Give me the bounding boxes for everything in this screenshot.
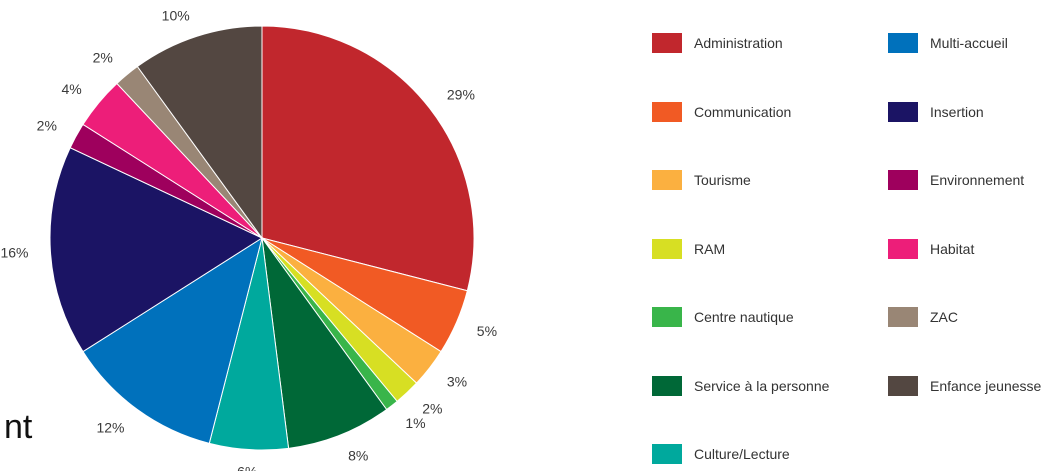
legend-item-environnement: Environnement [888, 170, 1024, 190]
legend-item-ram: RAM [652, 238, 726, 259]
slice-label-enfance-jeunesse: 10% [162, 8, 190, 24]
slice-label-zac: 2% [93, 50, 113, 66]
legend-label: Multi-accueil [930, 35, 1008, 51]
legend-swatch [652, 101, 682, 122]
pie-slice-enfance-jeunesse [136, 25, 263, 240]
slice-label-centre-nautique: 1% [405, 415, 425, 431]
cut-off-text-fragment: nt [4, 408, 33, 446]
legend-swatch [652, 375, 682, 396]
legend-swatch [888, 33, 918, 53]
legend-swatch [652, 444, 682, 464]
legend-swatch [652, 307, 682, 327]
legend-item-multi-accueil: Multi-accueil [888, 33, 1008, 53]
legend-swatch [652, 33, 682, 53]
legend-item-administration: Administration [652, 33, 783, 53]
legend-label: Insertion [930, 103, 984, 120]
slice-label-communication: 5% [477, 323, 497, 339]
chart-legend: Administration Communication Tourisme RAM Ce… [652, 0, 1056, 471]
legend-label: Habitat [930, 240, 975, 257]
legend-item-tourisme: Tourisme [652, 170, 751, 190]
slice-label-ram: 2% [422, 401, 442, 417]
legend-label: Enfance jeunesse [930, 377, 1042, 394]
legend-label: RAM [694, 240, 726, 257]
legend-item-zac: ZAC [888, 307, 958, 327]
pie-slice-insertion [49, 147, 264, 353]
slice-label-environnement: 2% [37, 117, 57, 133]
pie-slice-administration [261, 25, 475, 292]
legend-swatch [652, 170, 682, 190]
legend-item-habitat: Habitat [888, 238, 975, 259]
legend-label: Centre nautique [694, 309, 794, 325]
slice-label-habitat: 4% [61, 81, 81, 97]
legend-swatch [652, 238, 682, 259]
legend-label: Culture/Lecture [694, 446, 790, 462]
slice-label-culture-lecture: 6% [237, 464, 257, 471]
legend-label: Environnement [930, 172, 1025, 188]
pie-slice-service-a-la-personne [261, 237, 388, 449]
legend-label: Administration [694, 35, 783, 51]
slice-label-tourisme: 3% [447, 373, 467, 389]
legend-item-centre-nautique: Centre nautique [652, 307, 794, 327]
legend-swatch [888, 238, 918, 259]
legend-label: ZAC [930, 309, 958, 325]
legend-label: Communication [694, 103, 792, 120]
legend-item-culture-lecture: Culture/Lecture [652, 444, 790, 464]
legend-swatch [888, 101, 918, 122]
slice-label-multi-accueil: 12% [96, 419, 124, 435]
legend-item-enfance-jeunesse: Enfance jeunesse [888, 375, 1042, 396]
slice-label-administration: 29% [447, 87, 475, 103]
legend-swatch [888, 375, 918, 396]
legend-label: Service à la personne [694, 377, 830, 394]
legend-swatch [888, 170, 918, 190]
slice-label-service-a-la-personne: 8% [348, 448, 368, 464]
legend-item-communication: Communication [652, 101, 792, 122]
legend-label: Tourisme [694, 172, 751, 188]
legend-item-insertion: Insertion [888, 101, 984, 122]
legend-swatch [888, 307, 918, 327]
slice-label-insertion: 16% [0, 245, 28, 261]
pie-chart: 29%5%3%2%1%8%6%12%16%2%4%2%10% [0, 8, 497, 471]
pie-slice-multi-accueil [82, 236, 263, 444]
legend-item-service-a-la-personne: Service à la personne [652, 375, 830, 396]
